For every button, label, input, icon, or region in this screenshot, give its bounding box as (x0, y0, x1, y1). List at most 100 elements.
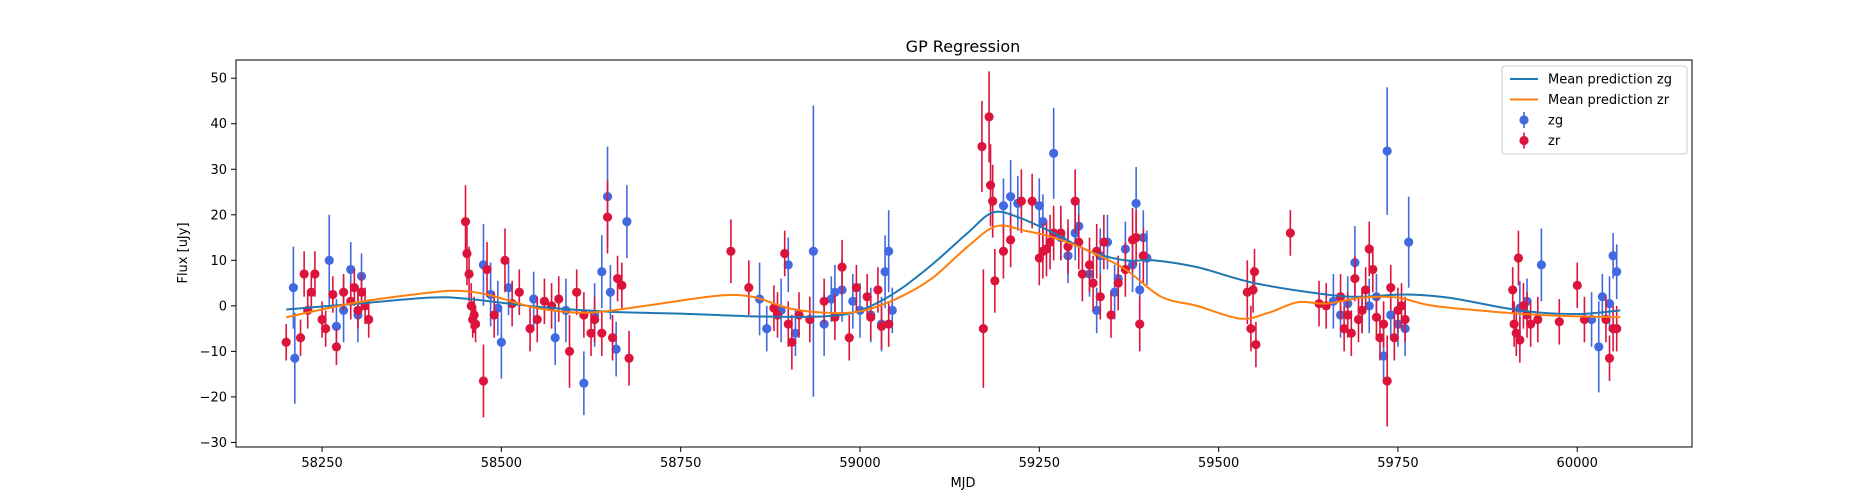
data-point (1509, 319, 1519, 329)
data-point (554, 294, 564, 304)
y-tick-label: 30 (210, 163, 227, 178)
legend-label: Mean prediction zg (1548, 73, 1672, 88)
data-point (1353, 314, 1364, 325)
data-point (612, 273, 623, 284)
data-point (1034, 253, 1044, 263)
data-point (873, 285, 883, 295)
data-point (1594, 342, 1604, 352)
y-tick-label: −20 (200, 390, 227, 405)
data-point (783, 260, 793, 270)
data-point (624, 353, 634, 363)
legend: Mean prediction zg Mean prediction zr zg zr (1501, 65, 1688, 155)
x-tick-label: 59250 (1019, 456, 1060, 471)
data-point (561, 305, 571, 316)
data-point (1386, 283, 1396, 293)
data-point (338, 287, 349, 297)
data-point (830, 287, 840, 297)
data-point (1378, 319, 1389, 329)
data-point (514, 287, 524, 297)
data-point (288, 283, 298, 293)
data-point (744, 283, 754, 293)
data-point (1375, 333, 1385, 343)
data-point (349, 283, 359, 293)
data-point (1371, 312, 1382, 322)
data-point (851, 283, 862, 293)
data-point (988, 196, 998, 206)
data-point (607, 333, 618, 343)
data-point (572, 287, 582, 297)
data-point (887, 305, 897, 316)
data-point (1404, 237, 1414, 247)
y-tick-label: −10 (200, 345, 227, 360)
y-tick-label: −30 (200, 436, 227, 451)
data-point (985, 180, 996, 190)
data-point (1357, 305, 1367, 316)
data-point (1131, 198, 1141, 209)
data-point (1533, 314, 1543, 325)
data-point (1364, 244, 1374, 254)
data-point (977, 141, 987, 152)
x-tick-label: 58750 (660, 456, 701, 471)
legend-label: Mean prediction zr (1548, 93, 1670, 108)
data-point (496, 337, 506, 347)
data-point (356, 287, 367, 297)
data-point (597, 267, 607, 277)
x-tick-label: 58250 (301, 456, 342, 471)
data-point (1049, 148, 1059, 158)
data-point (862, 292, 872, 302)
y-axis-label: Flux [uJy] (176, 222, 191, 283)
x-axis-label: MJD (950, 476, 975, 491)
data-point (1612, 324, 1622, 334)
mean-line-zr (286, 224, 1621, 320)
data-point (478, 376, 489, 386)
data-point (1386, 310, 1396, 320)
data-point (1526, 319, 1536, 329)
data-point (998, 246, 1009, 256)
data-point (772, 310, 783, 320)
data-point (1346, 328, 1356, 338)
data-point (532, 314, 542, 325)
data-point (1088, 278, 1098, 288)
legend-marker-swatch (1519, 135, 1529, 146)
mean-line-zg (286, 210, 1621, 318)
data-point (500, 255, 510, 265)
data-point (1246, 324, 1256, 334)
data-point (1508, 285, 1518, 295)
data-point (1077, 269, 1087, 279)
x-tick-label: 59000 (839, 456, 880, 471)
chart-title: GP Regression (906, 37, 1021, 56)
data-point (1095, 292, 1105, 302)
data-point (1572, 280, 1582, 290)
data-point (353, 305, 363, 316)
data-point (1113, 278, 1123, 288)
data-point (794, 310, 804, 320)
data-point (310, 269, 320, 279)
data-point (876, 321, 887, 331)
data-point (1368, 264, 1378, 275)
legend-box (1501, 65, 1688, 155)
data-point (299, 269, 309, 279)
data-point (489, 310, 499, 320)
data-point (1285, 228, 1295, 238)
data-point (1608, 251, 1618, 261)
data-point (1389, 333, 1399, 343)
data-point (602, 212, 613, 222)
data-point (1604, 298, 1615, 309)
data-point (1378, 351, 1389, 361)
x-tick-label: 59500 (1198, 456, 1239, 471)
data-point (1249, 267, 1260, 277)
axes-frame (235, 59, 1693, 448)
y-tick-label: 20 (210, 208, 227, 223)
data-point (790, 328, 801, 338)
data-point (1536, 260, 1546, 270)
data-point (1084, 260, 1095, 270)
data-point (1027, 196, 1037, 206)
data-point (622, 217, 632, 227)
data-point (1110, 287, 1120, 297)
data-point (364, 314, 374, 325)
data-point (866, 312, 876, 322)
data-point (1518, 301, 1529, 311)
data-point (503, 283, 514, 293)
data-point (884, 319, 894, 329)
